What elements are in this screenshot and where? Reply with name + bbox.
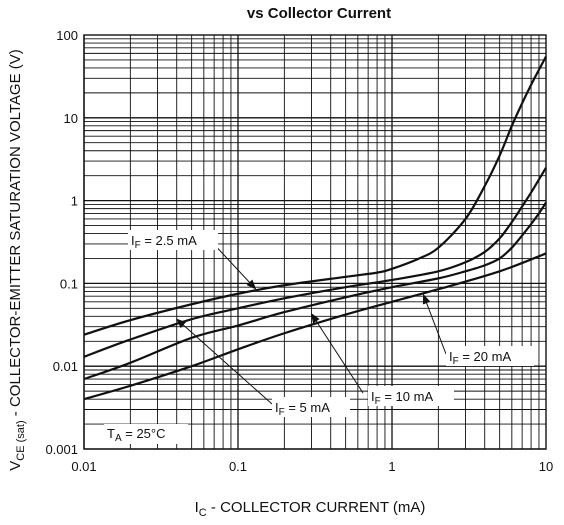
annotation-bg-if25 bbox=[128, 230, 218, 250]
y-tick-label: 100 bbox=[56, 28, 78, 43]
y-tick-label: 0.001 bbox=[45, 442, 78, 457]
chart-title: vs Collector Current bbox=[247, 5, 391, 22]
annotation-bg-if5 bbox=[272, 397, 350, 417]
minor-gridlines bbox=[84, 35, 546, 449]
y-axis-title: VCE (sat) - COLLECTOR-EMITTER SATURATION… bbox=[7, 49, 27, 471]
series-line-1 bbox=[83, 55, 547, 336]
y-tick-label: 0.1 bbox=[60, 276, 78, 291]
annotation-leaders bbox=[175, 239, 447, 405]
plot-frame bbox=[83, 34, 547, 450]
annotation-if5: IF = 5 mA bbox=[275, 400, 330, 418]
series-line-3 bbox=[83, 201, 547, 381]
annotation-if20: IF = 20 mA bbox=[449, 349, 511, 367]
series-line-4 bbox=[83, 252, 547, 401]
annotation-ta: TA = 25°C bbox=[107, 426, 166, 444]
series-line-2 bbox=[83, 167, 547, 358]
annotation-leader-2 bbox=[175, 318, 273, 405]
x-axis-title: IC - COLLECTOR CURRENT (mA) bbox=[195, 499, 426, 519]
y-tick-labels: 0.001 0.01 0.1 1 10 100 bbox=[45, 28, 78, 457]
y-tick-label: 10 bbox=[64, 111, 78, 126]
annotation-leader-4 bbox=[422, 293, 447, 355]
x-tick-label: 10 bbox=[539, 459, 553, 474]
x-tick-label: 0.01 bbox=[71, 459, 96, 474]
annotation-leader-3 bbox=[310, 312, 364, 394]
annotation-bg-if10 bbox=[368, 386, 454, 406]
y-tick-label: 0.01 bbox=[53, 359, 78, 374]
x-tick-labels: 0.01 0.1 1 10 bbox=[71, 459, 553, 474]
annotation-if25: IF = 2.5 mA bbox=[131, 233, 197, 251]
x-tick-label: 0.1 bbox=[229, 459, 247, 474]
y-tick-label: 1 bbox=[71, 194, 78, 209]
annotation-bg-if20 bbox=[446, 346, 534, 366]
x-tick-label: 1 bbox=[388, 459, 395, 474]
series-lines bbox=[83, 55, 547, 401]
annotation-bg-ta bbox=[104, 424, 188, 444]
annotation-if10: IF = 10 mA bbox=[371, 389, 433, 407]
